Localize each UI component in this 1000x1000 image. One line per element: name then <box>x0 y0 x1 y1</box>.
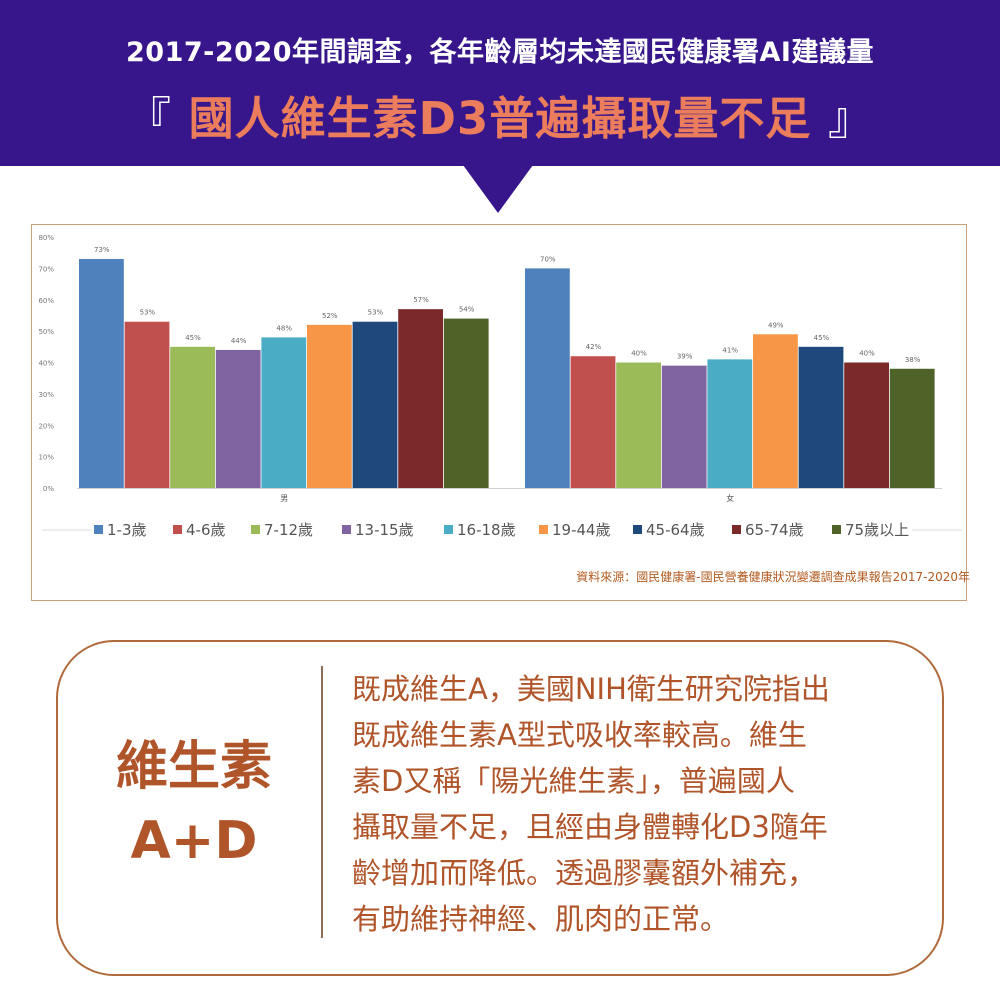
data-label: 42% <box>586 343 602 351</box>
y-tick-label: 20% <box>38 422 54 430</box>
description-line: 有助維持神經、肌肉的正常。 <box>352 902 730 936</box>
legend-swatch <box>444 525 453 534</box>
bar <box>525 268 570 488</box>
bar <box>443 318 489 488</box>
chart-panel: 0% 10% 20% 30% 40% 50% 60% 70% 80% 73% 53% 45% 44% 48… <box>31 224 967 601</box>
bar <box>215 349 261 488</box>
product-name-line2: A+D <box>130 811 258 871</box>
headline-text: 國人維生素D3普遍攝取量不足 <box>188 92 812 145</box>
legend-label: 1-3歲 <box>107 521 147 539</box>
bar <box>261 337 307 488</box>
description-line: 素D又稱「陽光維生素」，普遍國人 <box>352 764 795 798</box>
data-label: 38% <box>905 356 921 364</box>
bracket-close: 』 <box>828 92 875 145</box>
legend-swatch <box>539 525 548 534</box>
data-label: 53% <box>368 309 384 317</box>
legend-label: 4-6歲 <box>186 521 226 539</box>
legend-swatch <box>251 525 260 534</box>
legend-swatch <box>732 525 741 534</box>
bar <box>889 368 935 488</box>
bar <box>707 359 753 488</box>
legend-label: 16-18歲 <box>457 521 516 539</box>
product-name-line1: 維生素 <box>115 737 272 797</box>
data-label: 73% <box>94 246 110 254</box>
legend-label: 45-64歲 <box>646 521 705 539</box>
description: 既成維生A，美國NIH衛生研究院指出 既成維生素A型式吸收率較高。維生 素D又稱… <box>352 666 932 942</box>
bar-chart: 0% 10% 20% 30% 40% 50% 60% 70% 80% 73% 53% 45% 44% 48… <box>38 234 962 539</box>
header-banner <box>0 0 1000 166</box>
info-panel <box>56 640 944 976</box>
data-label: 45% <box>814 334 830 342</box>
bar <box>124 321 170 488</box>
data-label: 48% <box>276 324 292 332</box>
description-line: 既成維生A，美國NIH衛生研究院指出 <box>352 672 830 706</box>
legend-swatch <box>633 525 642 534</box>
bar <box>798 346 844 488</box>
bar <box>753 334 798 488</box>
data-label: 49% <box>768 321 784 329</box>
bar <box>307 324 352 488</box>
header-pointer <box>463 165 533 213</box>
description-line: 攝取量不足，且經由身體轉化D3隨年 <box>352 810 828 844</box>
bracket-open: 『 <box>125 92 172 145</box>
y-tick-label: 30% <box>38 391 54 399</box>
data-label: 53% <box>140 309 156 317</box>
divider <box>321 666 323 938</box>
y-tick-label: 40% <box>38 360 54 368</box>
data-label: 41% <box>722 346 738 354</box>
legend-swatch <box>342 525 351 534</box>
bar <box>844 362 889 488</box>
x-group-label: 男 <box>280 494 288 503</box>
legend-label: 19-44歲 <box>552 521 611 539</box>
bar <box>170 346 215 488</box>
header-subtitle: 2017-2020年間調查，各年齡層均未達國民健康署AI建議量 <box>126 37 874 68</box>
bar <box>570 356 616 488</box>
legend-swatch <box>832 525 841 534</box>
data-label: 52% <box>322 312 338 320</box>
legend-swatch <box>94 525 103 534</box>
description-line: 既成維生素A型式吸收率較高。維生 <box>352 718 807 752</box>
data-label: 40% <box>859 350 875 358</box>
y-tick-label: 0% <box>43 485 54 493</box>
legend-label: 7-12歲 <box>264 521 313 539</box>
y-tick-label: 80% <box>38 234 54 242</box>
y-tick-label: 10% <box>38 454 54 462</box>
bar <box>616 362 661 488</box>
data-label: 70% <box>540 255 556 263</box>
y-tick-label: 50% <box>38 328 54 336</box>
bar <box>352 321 398 488</box>
legend-label: 13-15歲 <box>355 521 414 539</box>
bar <box>398 309 443 488</box>
product-name: 維生素 A+D <box>83 730 305 878</box>
data-label: 44% <box>231 337 247 345</box>
legend-label: 65-74歲 <box>745 521 804 539</box>
source-note: 資料來源：國民健康署-國民營養健康狀況變遷調查成果報告2017-2020年 <box>576 570 970 584</box>
data-label: 54% <box>459 306 475 314</box>
legend-label: 75歲以上 <box>845 521 909 539</box>
y-tick-label: 60% <box>38 297 54 305</box>
data-label: 57% <box>413 296 429 304</box>
bar <box>79 258 124 488</box>
data-label: 45% <box>185 334 201 342</box>
bar <box>661 365 707 488</box>
y-tick-label: 70% <box>38 265 54 273</box>
x-group-label: 女 <box>726 493 734 503</box>
description-line: 齡增加而降低。透過膠囊額外補充， <box>352 856 817 890</box>
data-label: 39% <box>677 353 693 361</box>
headline: 『 國人維生素D3普遍攝取量不足 』 <box>0 82 1000 147</box>
data-label: 40% <box>631 350 647 358</box>
legend-swatch <box>173 525 182 534</box>
